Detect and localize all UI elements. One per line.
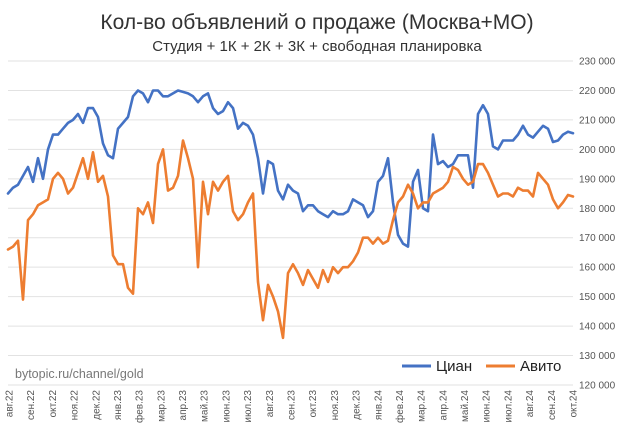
x-tick-label: дек.22: [91, 390, 102, 420]
series-line-avito: [6, 139, 575, 340]
x-axis-ticks: авг.22 сен.22 окт.22 ноя.22 дек.22 янв.23 фев.…: [5, 390, 580, 423]
y-tick-label: 120 000: [579, 381, 616, 392]
x-tick-label: июл.24: [503, 390, 514, 423]
y-tick-label: 170 000: [579, 233, 616, 244]
y-tick-label: 190 000: [579, 174, 616, 185]
y-tick-label: 220 000: [579, 86, 616, 97]
y-tick-label: 160 000: [579, 263, 616, 274]
x-tick-label: июн.24: [482, 390, 493, 423]
chart-subtitle: Студия + 1К + 2К + 3К + свободная планир…: [152, 38, 482, 55]
watermark-text: bytopic.ru/channel/gold: [15, 367, 144, 381]
legend-label-avito: Авито: [520, 358, 561, 375]
chart-title: Кол-во объявлений о продаже (Москва+МО): [100, 11, 533, 34]
x-tick-label: сен.23: [287, 390, 298, 420]
x-tick-label: фев.23: [134, 390, 146, 423]
x-tick-label: июл.23: [243, 390, 254, 423]
x-tick-label: фев.24: [394, 390, 406, 423]
series-line-cian: [6, 89, 575, 248]
x-tick-label: май.23: [200, 390, 211, 422]
x-tick-label: апр.23: [178, 390, 189, 421]
y-tick-label: 200 000: [579, 145, 616, 156]
x-tick-label: окт.22: [48, 390, 59, 418]
x-tick-label: дек.23: [352, 390, 363, 420]
x-tick-label: май.24: [460, 390, 471, 422]
x-tick-label: мар.23: [156, 390, 167, 422]
y-tick-label: 140 000: [579, 322, 616, 333]
x-tick-label: авг.22: [5, 390, 16, 418]
x-tick-label: авг.24: [525, 390, 536, 418]
x-tick-label: сен.22: [26, 390, 37, 420]
x-tick-label: ноя.22: [70, 390, 81, 421]
x-tick-label: янв.23: [113, 390, 124, 421]
x-tick-label: мар.24: [417, 390, 428, 422]
y-tick-label: 180 000: [579, 204, 616, 215]
x-tick-label: апр.24: [438, 390, 449, 421]
x-tick-label: июн.23: [221, 390, 232, 423]
y-tick-label: 150 000: [579, 292, 616, 303]
y-axis-ticks: 120 000 130 000 140 000 150 000 160 000 170 0…: [579, 57, 616, 392]
x-tick-label: ноя.23: [330, 390, 341, 421]
legend-label-cian: Циан: [436, 358, 472, 375]
legend: Циан Авито: [402, 358, 561, 375]
x-tick-label: авг.23: [265, 390, 276, 418]
x-tick-label: окт.23: [308, 390, 319, 418]
y-tick-label: 130 000: [579, 351, 616, 362]
y-tick-label: 230 000: [579, 57, 616, 68]
x-tick-label: окт.24: [569, 390, 580, 418]
x-tick-label: сен.24: [547, 390, 558, 420]
y-tick-label: 210 000: [579, 115, 616, 126]
series-lines: [6, 89, 575, 340]
x-tick-label: янв.24: [373, 390, 384, 421]
